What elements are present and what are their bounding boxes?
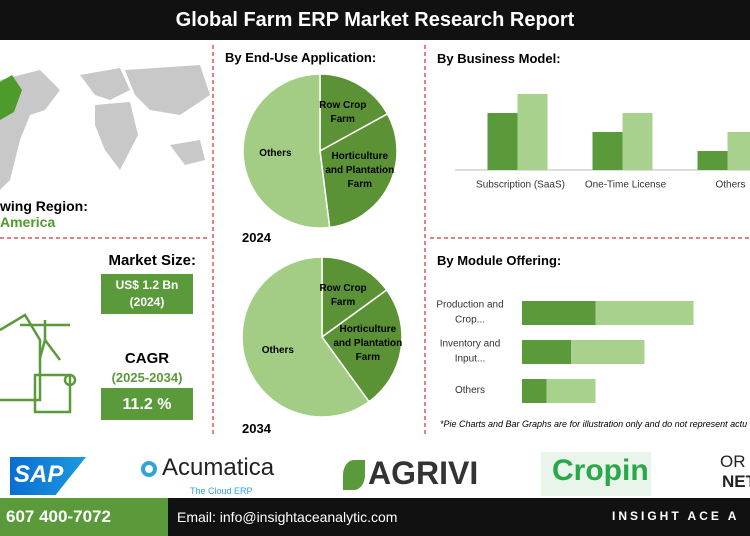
y-tick-label: Production and Crop... <box>436 299 504 326</box>
pie-slice <box>320 288 403 403</box>
continent <box>170 140 205 165</box>
header-title: Global Farm ERP Market Research Report <box>0 0 750 40</box>
logo-netsuite: NET <box>722 472 750 491</box>
stacked-bar-chart <box>522 301 694 403</box>
section-title: By Business Model: <box>437 51 561 66</box>
pie-label: Horticulture and Plantation Farm <box>325 151 395 191</box>
world-map <box>0 65 210 190</box>
logo-acumatica-tag: The Cloud ERP <box>190 486 253 496</box>
beehive <box>33 373 72 414</box>
continent <box>80 68 130 100</box>
bar-segment <box>522 340 571 364</box>
pie-chart <box>242 73 398 229</box>
section-title: By End-Use Application: <box>225 50 377 65</box>
region-value: America <box>0 214 56 230</box>
pie-slice <box>321 256 388 339</box>
barn <box>0 313 42 402</box>
phone-box <box>0 498 168 536</box>
pie-label: Row Crop Farm <box>319 99 367 125</box>
bar <box>487 113 518 170</box>
market-size-year: (2024) <box>129 295 165 309</box>
footer-brand: INSIGHT ACE A <box>612 509 740 523</box>
pie-label: Row Crop Farm <box>319 282 367 308</box>
bar <box>697 151 728 170</box>
x-tick-label: Subscription (SaaS) <box>476 180 565 191</box>
logo-agrivi: AGRIVI <box>368 455 479 491</box>
pie-label: Horticulture and Plantation Farm <box>333 324 403 364</box>
farm-illustration <box>0 313 77 414</box>
cagr-period: (2025-2034) <box>111 370 183 385</box>
cagr-box <box>101 388 193 420</box>
logo-cropin: Cropin <box>552 454 649 487</box>
y-tick-label: Inventory and Input... <box>439 338 501 365</box>
bar-chart: Subscription (SaaS) One-Time License Other… <box>455 94 750 191</box>
drone <box>20 320 70 361</box>
pie-label: Others <box>261 345 294 357</box>
bar <box>727 132 750 170</box>
continent <box>95 102 138 170</box>
pie-slice <box>242 73 331 229</box>
y-tick-label: Others <box>454 384 485 396</box>
bar-segment <box>522 301 596 325</box>
x-tick-label: One-Time License <box>585 180 667 191</box>
logo-cropin-bg <box>541 452 651 496</box>
section-title: By Module Offering: <box>437 253 562 268</box>
bar <box>622 113 653 170</box>
logo-sap: SAP <box>14 461 64 488</box>
pie-chart <box>241 256 403 418</box>
logo-acumatica-icon <box>141 461 157 477</box>
bar-segment <box>571 340 645 364</box>
decor <box>0 45 750 435</box>
highlight-region <box>0 75 22 120</box>
bar <box>517 94 548 170</box>
region-label: wing Region: <box>0 198 88 214</box>
pie-label: Others <box>259 147 292 159</box>
footer-phone: 607 400-7072 <box>6 507 111 526</box>
cagr-value: 11.2 % <box>122 396 172 413</box>
market-size-label: Market Size: <box>108 252 196 269</box>
bar-segment <box>546 379 596 403</box>
note: *Pie Charts and Bar Graphs are for illus… <box>440 419 748 429</box>
cagr-label: CAGR <box>124 350 170 367</box>
bar-segment <box>595 301 694 325</box>
logo-agrivi-icon <box>343 460 365 490</box>
pie-year: 2034 <box>242 421 271 436</box>
pie-year: 2024 <box>242 230 271 245</box>
logo-acumatica: Acumatica <box>162 454 275 481</box>
logo-oracle: OR <box>720 452 746 471</box>
market-size-value: US$ 1.2 Bn <box>115 278 179 292</box>
bee <box>63 373 77 387</box>
market-size-box <box>101 274 193 314</box>
bar-segment <box>522 379 547 403</box>
x-tick-label: Others <box>715 180 745 191</box>
continent <box>125 65 210 115</box>
pie-slice <box>241 256 371 418</box>
bar <box>592 132 623 170</box>
pie-slice <box>319 73 389 153</box>
pie-slice <box>319 112 398 229</box>
footer-email: Email: info@insightaceanalytic.com <box>177 509 398 525</box>
